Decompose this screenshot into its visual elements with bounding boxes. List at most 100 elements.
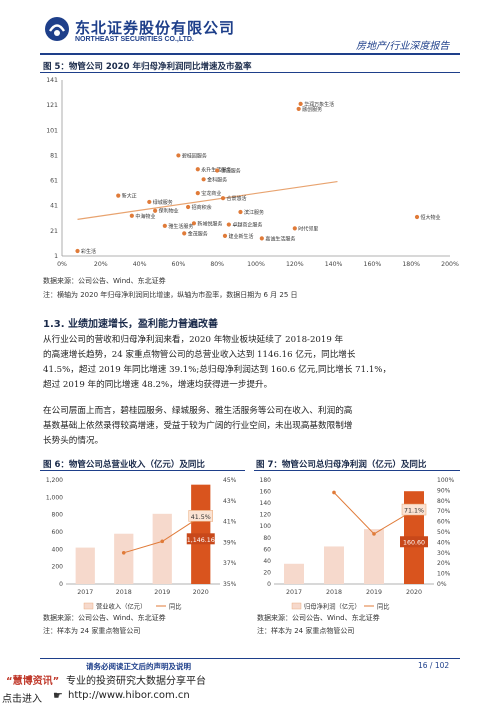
left-tick-label: 180	[260, 477, 272, 484]
paragraph-line: 从行业公司的营收和归母净利润来看，2020 年物业板块延续了 2018-2019…	[43, 335, 344, 345]
data-label-box	[186, 533, 215, 545]
scatter-point: 碧桂园服务	[176, 152, 207, 159]
point-label: 新城悦服务	[197, 220, 222, 227]
point-label: 彩生活	[81, 248, 96, 255]
scatter-point: 嘉诚生活服务	[259, 235, 295, 242]
paragraph-line: 长势头的情况。	[43, 436, 104, 446]
point-label: 保利物业	[159, 208, 179, 215]
figure5-scatter-chart: 0% 20% 40% 60% 80% 100% 120% 140% 160% 180% 200%12…	[46, 77, 459, 268]
figure7-note: 注：样本为 24 家重点物管公司	[257, 627, 355, 635]
section-heading: 1.3. 业绩加速增长，盈利能力普遍改善	[43, 319, 218, 330]
left-tick-label: 1,000	[46, 494, 63, 501]
footer-rule	[40, 658, 460, 659]
figure7-title: 图 7：物管公司总归母净利润（亿元）及同比	[256, 460, 427, 470]
y-tick-label: 121	[46, 102, 58, 109]
legend-swatch-bar	[83, 602, 94, 610]
data-label-box	[400, 536, 428, 548]
right-tick-label: 50%	[437, 529, 451, 536]
ad-text: 专业的投资研究大数据分享平台	[66, 676, 206, 687]
company-name-cn: 东北证券股份有限公司	[75, 19, 236, 37]
data-label-box	[188, 510, 213, 522]
figure6-bar-line-chart: 0 200 400 600 800 1,000 1,200 35% 37% 39% 41% 43% 45…	[46, 477, 237, 611]
scatter-point: 彩生活	[75, 248, 96, 255]
point-label: 恒大物业	[421, 214, 441, 221]
right-tick-label: 35%	[223, 581, 237, 588]
header-rule	[40, 53, 460, 55]
figure7-bar-line-chart: 0 20 40 60 80 100 120 140 160 180 0% 10% 20% 30% 40% 50…	[260, 477, 455, 611]
x-tick-label: 120%	[286, 261, 304, 268]
point-label: 世茂服务	[221, 168, 241, 175]
legend-label: 营业收入（亿元）	[96, 602, 146, 611]
right-tick-label: 100%	[437, 477, 454, 484]
category-label: 2018	[116, 589, 132, 596]
paragraph-line: 的高速增长趋势，24 家重点物管公司的总营业收入达到 1146.16 亿元，同比…	[43, 350, 356, 360]
right-tick-label: 37%	[223, 560, 237, 567]
left-tick-label: 140	[260, 500, 272, 507]
bar	[324, 546, 344, 584]
yoy-data-label: 71.1%	[401, 503, 427, 516]
x-tick-label: 140%	[325, 261, 343, 268]
ad-link-label[interactable]: 点击进入	[2, 694, 42, 705]
legend: 归母净利润（亿元） 同比	[291, 602, 390, 611]
left-tick-label: 600	[52, 529, 64, 536]
scatter-point: 雅生活服务	[162, 223, 193, 230]
point-marker	[195, 191, 200, 196]
point-label: 雅生活服务	[168, 223, 193, 230]
right-tick-label: 90%	[437, 487, 451, 494]
point-label: 合景悠活	[227, 195, 247, 202]
category-label: 2017	[77, 589, 93, 596]
left-tick-label: 100	[260, 523, 272, 530]
point-marker	[147, 199, 152, 205]
y-tick-label: 41	[50, 203, 58, 210]
figure6-title: 图 6：物管公司总营业收入（亿元）及同比	[43, 460, 205, 470]
right-tick-label: 20%	[437, 560, 451, 567]
left-tick-label: 800	[52, 512, 64, 519]
data-label-text: 160.60	[403, 540, 425, 547]
bar	[284, 563, 304, 584]
y-tick-label: 101	[46, 127, 58, 134]
right-tick-label: 0%	[437, 581, 447, 588]
point-marker	[195, 167, 200, 172]
bar	[364, 529, 384, 584]
company-logo-icon	[45, 17, 69, 41]
point-label: 绿城服务	[153, 199, 173, 206]
point-label: 卓越商企服务	[232, 222, 262, 229]
cursor-icon: ☛	[53, 689, 63, 702]
point-marker	[296, 106, 301, 112]
section-paragraph-2: 在公司层面上而言，碧桂园服务、绿城服务、雅生活服务等公司在收入、利润的高 基数基…	[43, 404, 463, 449]
point-marker	[238, 209, 243, 215]
scatter-point: 建业新生活	[222, 233, 253, 240]
x-tick-label: 0%	[57, 261, 67, 268]
left-tick-label: 20	[263, 569, 271, 576]
scatter-point: 金茂服务	[182, 230, 208, 237]
point-marker	[176, 153, 181, 158]
figure5-title: 图 5：物管公司 2020 年归母净利润同比增速及市盈率	[43, 62, 252, 72]
y-tick-label: 81	[50, 152, 58, 159]
figure6-note: 注：样本为 24 家重点物管公司	[43, 627, 141, 635]
scatter-point: 恒大物业	[414, 214, 441, 221]
point-label: 金科服务	[207, 176, 227, 183]
paragraph-line: 超过 2019 年的同比增速 48.2%，增速均获得进一步提升。	[43, 380, 273, 390]
yoy-point	[372, 532, 376, 536]
left-tick-label: 1,200	[46, 477, 63, 484]
ad-url-link[interactable]: http://www.hibor.com.cn	[68, 690, 190, 701]
data-label-text: 71.1%	[404, 508, 424, 515]
x-tick-label: 60%	[172, 261, 186, 268]
legend: 营业收入（亿元） 同比	[83, 602, 182, 611]
data-label-box	[401, 503, 427, 516]
company-name-en: NORTHEAST SECURITIES CO.,LTD.	[75, 36, 194, 43]
scatter-point: 中海物业	[129, 213, 155, 220]
category-label: 2019	[154, 589, 170, 596]
left-tick-label: 60	[263, 546, 271, 553]
y-tick-label: 61	[50, 178, 58, 185]
figure7-title-rule	[254, 470, 460, 471]
x-tick-label: 40%	[133, 261, 147, 268]
value-data-label: 1,146.16	[186, 533, 215, 545]
category-label: 2020	[406, 589, 422, 596]
right-tick-label: 45%	[223, 477, 237, 484]
figure6-title-rule	[40, 470, 245, 471]
right-tick-label: 70%	[437, 508, 451, 515]
figure6-source: 数据来源：公司公告、Wind、东北证券	[43, 614, 166, 622]
point-label: 招商积余	[192, 204, 212, 211]
x-tick-label: 80%	[210, 261, 224, 268]
